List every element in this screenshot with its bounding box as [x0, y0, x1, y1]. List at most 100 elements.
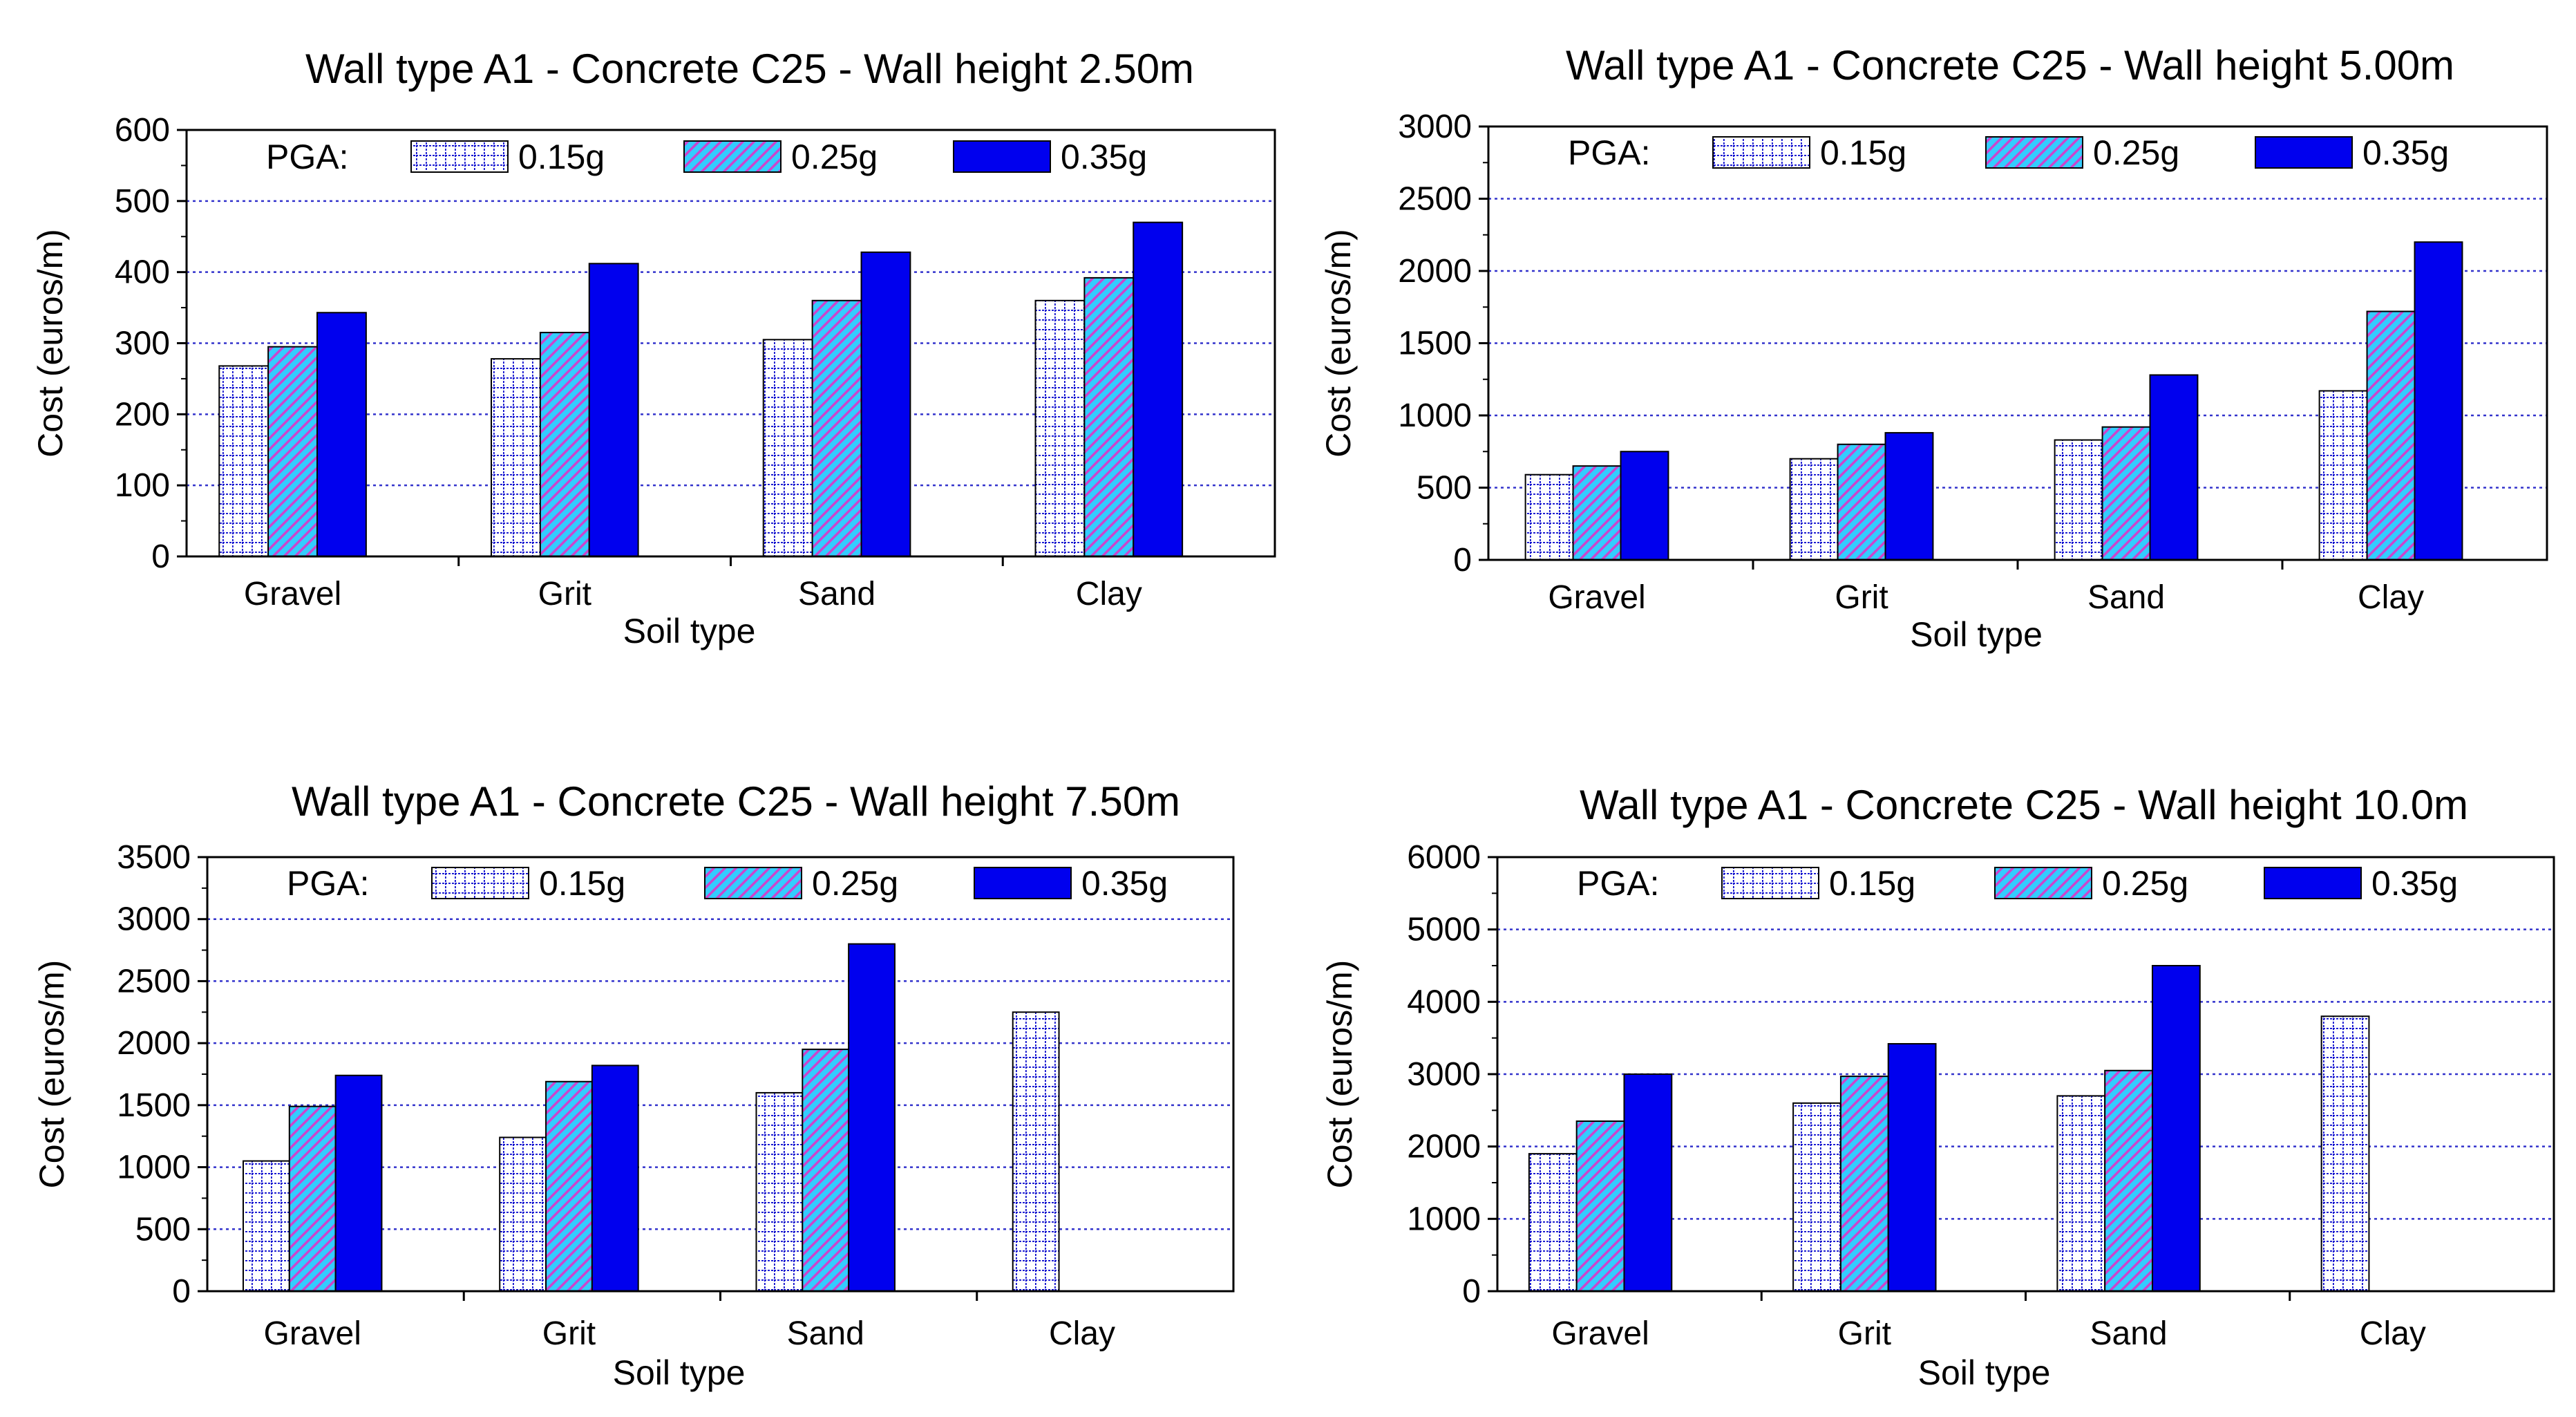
bar-sand-025g [802, 1049, 850, 1292]
y-tick-label: 1500 [1398, 326, 1472, 362]
y-tick-label: 500 [135, 1211, 191, 1248]
chart-wall-height-5-00m: Wall type A1 - Concrete C25 - Wall heigh… [1288, 0, 2576, 708]
bar-grit-015g [1792, 1102, 1841, 1292]
bar-clay-015g [2318, 390, 2368, 561]
bar-sand-015g [2056, 1095, 2106, 1293]
bar-clay-035g [2414, 241, 2463, 561]
chart-title: Wall type A1 - Concrete C25 - Wall heigh… [1566, 42, 2454, 88]
x-tick-label: Clay [2360, 1315, 2426, 1352]
bar-grit-035g [1884, 432, 1934, 561]
bar-grit-025g [1837, 443, 1886, 561]
bar-grit-035g [588, 263, 639, 557]
y-tick-label: 500 [1417, 470, 1472, 507]
legend-swatch-025g [704, 867, 802, 899]
y-tick-label: 600 [115, 112, 170, 149]
legend-swatch-035g [953, 140, 1051, 173]
x-axis-label: Soil type [1910, 615, 2043, 654]
x-tick-label: Grit [538, 576, 591, 612]
y-axis-label: Cost (euros/m) [1320, 960, 1359, 1189]
bar-clay-035g [1133, 221, 1184, 557]
x-tick-label: Sand [2087, 579, 2165, 616]
bar-grit-015g [1789, 458, 1839, 561]
bar-sand-035g [2151, 965, 2201, 1292]
bar-gravel-015g [242, 1160, 290, 1292]
gridlines [187, 200, 1275, 487]
x-tick-label: Gravel [1548, 579, 1645, 616]
x-axis-ticks: Gravel Grit Sand Clay [1548, 560, 2424, 616]
legend-swatch-015g [410, 140, 509, 173]
bar-sand-025g [811, 299, 862, 557]
y-tick-label: 3500 [117, 839, 191, 876]
bar-grit-035g [591, 1064, 639, 1292]
legend-swatch-025g [1985, 136, 2083, 169]
x-tick-label: Gravel [244, 576, 341, 612]
y-tick-label: 100 [115, 467, 170, 504]
y-tick-label: 3000 [1398, 109, 1472, 145]
bar-sand-025g [2104, 1069, 2153, 1292]
bar-grit-015g [491, 358, 541, 558]
y-tick-label: 6000 [1407, 839, 1481, 876]
chart-svg: Wall type A1 - Concrete C25 - Wall heigh… [1320, 782, 2555, 1392]
chart-wall-height-2-50m: Wall type A1 - Concrete C25 - Wall heigh… [0, 0, 1288, 708]
legend-swatch-015g [1712, 136, 1810, 169]
legend-label-025g: 0.25g [2102, 864, 2188, 903]
bar-grit-025g [1839, 1076, 1889, 1292]
legend-title: PGA: [287, 864, 369, 903]
x-axis-label: Soil type [613, 1353, 746, 1392]
y-tick-label: 0 [1462, 1273, 1481, 1310]
x-tick-label: Gravel [1551, 1315, 1649, 1352]
y-tick-label: 1000 [1398, 397, 1472, 434]
y-tick-label: 0 [151, 538, 170, 575]
y-tick-label: 1500 [117, 1087, 191, 1124]
bar-gravel-025g [1572, 465, 1622, 561]
legend-label-015g: 0.15g [539, 864, 625, 903]
x-tick-label: Clay [1049, 1315, 1115, 1352]
bar-clay-015g [2320, 1015, 2370, 1292]
x-tick-label: Sand [798, 576, 875, 612]
legend-label-035g: 0.35g [2371, 864, 2458, 903]
y-axis-ticks: 0 100 200 300 400 500 600 [115, 112, 187, 575]
bar-sand-015g [762, 339, 813, 557]
legend-label-015g: 0.15g [1829, 864, 1915, 903]
y-tick-label: 2500 [1398, 181, 1472, 218]
chart-svg: Wall type A1 - Concrete C25 - Wall heigh… [32, 778, 1235, 1392]
chart-svg: Wall type A1 - Concrete C25 - Wall heigh… [1319, 42, 2548, 654]
legend-label-015g: 0.15g [518, 138, 605, 176]
bars [1528, 965, 2370, 1293]
bar-clay-015g [1034, 299, 1086, 557]
legend-label-035g: 0.35g [1061, 138, 1147, 176]
bar-clay-015g [1012, 1011, 1060, 1292]
y-axis-label: Cost (euros/m) [32, 960, 71, 1189]
y-tick-label: 500 [115, 183, 170, 220]
x-tick-label: Gravel [264, 1315, 361, 1352]
y-tick-label: 4000 [1407, 984, 1481, 1020]
y-tick-label: 400 [115, 254, 170, 291]
x-axis-ticks: Gravel Grit Sand Clay [244, 556, 1142, 612]
y-tick-label: 2500 [117, 963, 191, 1000]
x-tick-label: Grit [1835, 579, 1888, 616]
x-tick-label: Sand [787, 1315, 864, 1352]
legend-swatch-015g [431, 867, 529, 899]
legend-label-025g: 0.25g [2093, 133, 2179, 172]
y-tick-label: 2000 [1398, 253, 1472, 290]
y-tick-label: 2000 [117, 1025, 191, 1062]
legend-title: PGA: [1577, 864, 1659, 903]
legend-swatch-025g [1994, 867, 2092, 899]
gridlines [1497, 928, 2554, 1220]
chart-wall-height-7-50m: Wall type A1 - Concrete C25 - Wall heigh… [0, 708, 1288, 1417]
y-tick-label: 2000 [1407, 1129, 1481, 1165]
legend-swatch-035g [974, 867, 1072, 899]
y-tick-label: 0 [1453, 542, 1472, 579]
y-axis-label: Cost (euros/m) [31, 229, 70, 458]
legend-swatch-015g [1721, 867, 1819, 899]
y-axis-ticks: 0 500 1000 1500 2000 2500 3000 [1398, 109, 1488, 579]
y-tick-label: 5000 [1407, 912, 1481, 948]
bars [242, 943, 1060, 1293]
legend: PGA: 0.15g 0.25g 0.35g [1568, 133, 2449, 172]
bar-grit-035g [1887, 1043, 1937, 1292]
bars [1524, 241, 2463, 561]
legend-label-035g: 0.35g [2362, 133, 2449, 172]
y-axis-ticks: 0 500 1000 1500 2000 2500 3000 3500 [117, 839, 207, 1310]
legend: PGA: 0.15g 0.25g 0.35g [1577, 864, 2458, 903]
chart-title: Wall type A1 - Concrete C25 - Wall heigh… [305, 46, 1194, 92]
